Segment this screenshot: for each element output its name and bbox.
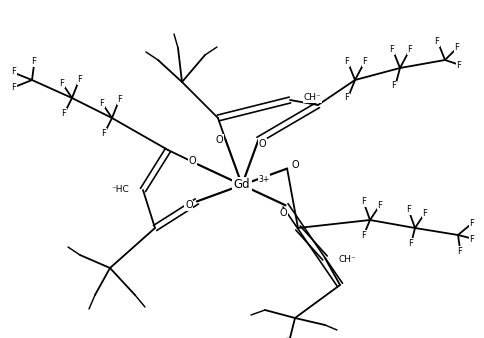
Text: F: F xyxy=(362,57,367,67)
Text: F: F xyxy=(361,231,366,240)
Text: F: F xyxy=(344,94,348,102)
Text: F: F xyxy=(12,68,16,76)
Text: O: O xyxy=(185,200,192,211)
Text: F: F xyxy=(407,46,411,54)
Text: O: O xyxy=(258,139,266,149)
Text: F: F xyxy=(377,200,382,210)
Text: F: F xyxy=(454,44,458,52)
Text: F: F xyxy=(389,46,393,54)
Text: F: F xyxy=(117,96,122,104)
Text: F: F xyxy=(60,78,64,88)
Text: F: F xyxy=(12,83,16,93)
Text: ⁻HC: ⁻HC xyxy=(111,186,129,194)
Text: F: F xyxy=(456,246,461,256)
Text: F: F xyxy=(361,197,366,207)
Text: F: F xyxy=(77,75,82,84)
Text: O: O xyxy=(279,208,287,218)
Text: Gd: Gd xyxy=(233,178,250,192)
Text: F: F xyxy=(101,128,106,138)
Text: CH⁻: CH⁻ xyxy=(338,256,356,265)
Text: O: O xyxy=(215,135,223,145)
Text: O: O xyxy=(291,160,298,170)
Text: F: F xyxy=(455,62,460,71)
Text: F: F xyxy=(469,235,473,243)
Text: CH⁻: CH⁻ xyxy=(303,94,321,102)
Text: F: F xyxy=(99,98,104,107)
Text: F: F xyxy=(434,38,439,47)
Text: 3+: 3+ xyxy=(257,174,269,184)
Text: F: F xyxy=(406,206,410,215)
Text: F: F xyxy=(408,239,412,247)
Text: O: O xyxy=(188,156,196,166)
Text: F: F xyxy=(469,218,473,227)
Text: F: F xyxy=(391,81,395,91)
Text: F: F xyxy=(422,209,426,217)
Text: F: F xyxy=(31,57,36,67)
Text: F: F xyxy=(61,108,66,118)
Text: F: F xyxy=(344,57,348,67)
